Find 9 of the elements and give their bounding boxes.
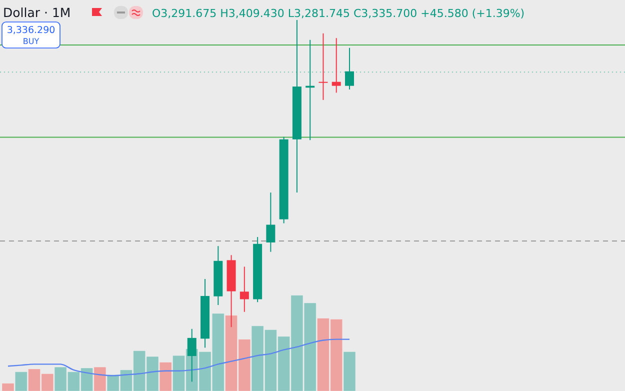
annotation: BUY <box>22 37 40 46</box>
chart-title: Dollar · 1M <box>3 5 71 20</box>
candlestick <box>318 32 328 100</box>
candlestick <box>332 38 341 94</box>
annotation: 3,336.290 <box>6 25 56 36</box>
candlestick <box>266 192 276 252</box>
candlestick <box>240 266 249 312</box>
chart-subtitle: O3,291.675 H3,409.430 L3,281.745 C3,335.700 +45.580 (+1.39%) <box>152 7 525 20</box>
candlestick <box>345 47 354 90</box>
